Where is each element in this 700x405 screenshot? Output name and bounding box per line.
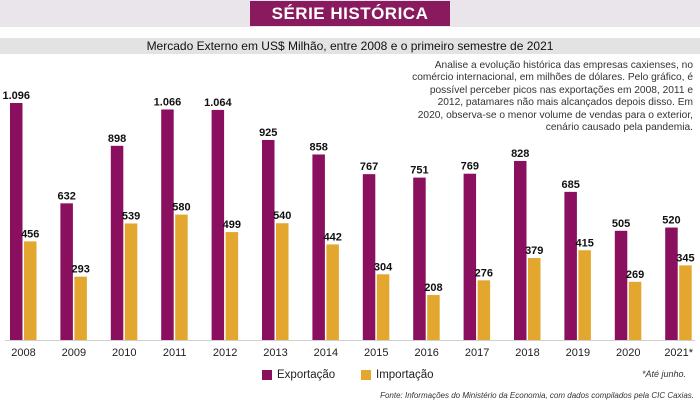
import-bar-2013 bbox=[276, 223, 289, 340]
export-bar-2015 bbox=[362, 174, 376, 340]
legend-export-swatch bbox=[262, 370, 272, 380]
x-tick-label-2010: 2010 bbox=[112, 347, 136, 359]
export-value-label-2009: 632 bbox=[57, 190, 75, 202]
import-bar-2009 bbox=[74, 276, 87, 340]
import-value-label-2017: 276 bbox=[475, 267, 493, 279]
export-bar-2014 bbox=[312, 154, 325, 340]
import-value-label-2008: 456 bbox=[21, 228, 39, 240]
export-value-label-2011: 1.066 bbox=[154, 96, 182, 108]
import-bar-2021 bbox=[679, 265, 692, 340]
export-bar-2012 bbox=[211, 109, 225, 340]
chart-description: Analise a evolução histórica das empresa… bbox=[412, 60, 693, 134]
import-value-label-2010: 539 bbox=[122, 210, 140, 222]
export-bar-2010 bbox=[110, 145, 124, 340]
legend-import-label: Importação bbox=[376, 369, 434, 381]
import-value-label-2012: 499 bbox=[223, 219, 241, 231]
import-value-label-2016: 208 bbox=[424, 282, 442, 294]
import-bar-2017 bbox=[477, 280, 491, 340]
export-value-label-2013: 925 bbox=[259, 127, 277, 139]
import-bar-2016 bbox=[427, 295, 440, 340]
chart-subtitle: Mercado Externo em US$ Milhão, entre 200… bbox=[146, 39, 554, 53]
export-value-label-2015: 767 bbox=[360, 161, 378, 173]
x-tick-label-2015: 2015 bbox=[364, 347, 388, 359]
import-value-label-2014: 442 bbox=[323, 231, 341, 243]
x-tick-label-2016: 2016 bbox=[414, 347, 438, 359]
export-bar-2009 bbox=[60, 203, 73, 340]
export-bar-2013 bbox=[262, 139, 275, 340]
legend-export: Exportação bbox=[262, 369, 335, 381]
import-value-label-2013: 540 bbox=[273, 210, 291, 222]
export-bar-2019 bbox=[564, 191, 577, 340]
import-bar-2019 bbox=[578, 250, 591, 340]
import-value-label-2020: 269 bbox=[626, 269, 644, 281]
import-value-label-2018: 379 bbox=[525, 245, 543, 257]
export-value-label-2014: 858 bbox=[309, 141, 327, 153]
import-bar-2018 bbox=[528, 258, 541, 340]
export-bar-2021 bbox=[665, 227, 678, 340]
import-bar-2011 bbox=[175, 214, 188, 340]
import-value-label-2019: 415 bbox=[575, 237, 593, 249]
source-note: Fonte: Informações do Ministério da Econ… bbox=[380, 391, 694, 400]
import-bar-2015 bbox=[376, 274, 390, 340]
import-value-label-2021: 345 bbox=[676, 252, 694, 264]
import-bar-2010 bbox=[124, 223, 138, 340]
export-bar-2011 bbox=[161, 109, 174, 340]
x-tick-label-2013: 2013 bbox=[263, 347, 287, 359]
subtitle-bar bbox=[0, 38, 700, 54]
export-value-label-2012: 1.064 bbox=[204, 97, 232, 109]
x-tick-label-2011: 2011 bbox=[163, 347, 187, 359]
import-value-label-2009: 293 bbox=[71, 264, 89, 276]
x-tick-label-2017: 2017 bbox=[465, 347, 489, 359]
export-value-label-2021: 520 bbox=[662, 215, 680, 227]
export-value-label-2019: 685 bbox=[561, 179, 579, 191]
export-value-label-2020: 505 bbox=[612, 218, 630, 230]
x-tick-label-2020: 2020 bbox=[616, 347, 640, 359]
import-bar-2014 bbox=[326, 244, 339, 340]
export-value-label-2010: 898 bbox=[108, 133, 126, 145]
export-bar-2020 bbox=[614, 230, 628, 340]
x-tick-label-2009: 2009 bbox=[62, 347, 86, 359]
page-title: SÉRIE HISTÓRICA bbox=[250, 1, 450, 26]
export-bar-2017 bbox=[463, 173, 477, 340]
import-bar-2008 bbox=[24, 241, 37, 340]
export-value-label-2016: 751 bbox=[410, 165, 428, 177]
export-value-label-2008: 1.096 bbox=[2, 90, 30, 102]
title-banner: SÉRIE HISTÓRICA bbox=[0, 0, 700, 27]
legend-import: Importação bbox=[361, 369, 434, 381]
export-bar-2018 bbox=[514, 160, 527, 340]
x-tick-label-2018: 2018 bbox=[515, 347, 539, 359]
legend-export-label: Exportação bbox=[277, 369, 336, 381]
x-tick-label-2012: 2012 bbox=[213, 347, 237, 359]
export-bar-2016 bbox=[413, 177, 426, 340]
x-tick-label-2019: 2019 bbox=[566, 347, 590, 359]
export-bar-2008 bbox=[10, 103, 23, 340]
import-value-label-2011: 580 bbox=[172, 202, 190, 214]
x-tick-label-2008: 2008 bbox=[11, 347, 35, 359]
legend-import-swatch bbox=[361, 370, 371, 380]
import-value-label-2015: 304 bbox=[374, 261, 393, 273]
export-value-label-2018: 828 bbox=[511, 148, 529, 160]
export-value-label-2017: 769 bbox=[461, 161, 479, 173]
x-tick-label-2014: 2014 bbox=[314, 347, 338, 359]
import-bar-2020 bbox=[628, 281, 642, 340]
x-tick-label-2021: 2021* bbox=[664, 347, 693, 359]
import-bar-2012 bbox=[225, 232, 239, 340]
footnote: *Até junho. bbox=[641, 369, 686, 379]
